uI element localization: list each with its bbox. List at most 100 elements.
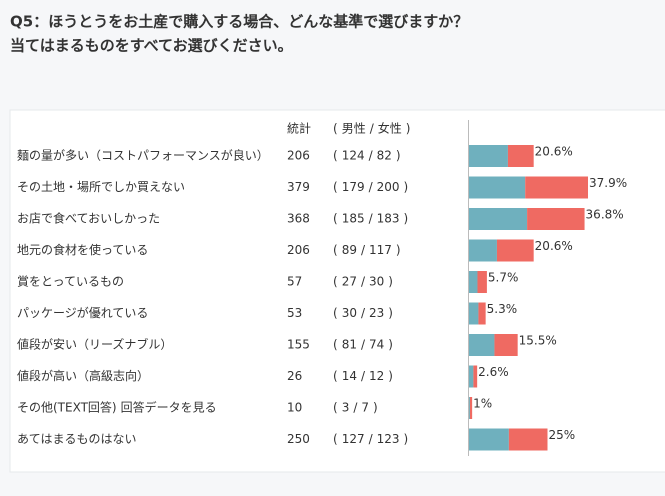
- total: 53: [287, 306, 302, 320]
- percent-label: 5.3%: [487, 302, 517, 316]
- count-text: (: [333, 401, 338, 415]
- bar-segment: [469, 334, 495, 356]
- percent-label: 1%: [473, 397, 492, 411]
- count-text: 117: [369, 243, 392, 257]
- header-total: 統計: [287, 121, 311, 136]
- count-text: ): [388, 306, 393, 320]
- percent-label: 20.6%: [535, 239, 573, 253]
- count-text: (: [333, 369, 338, 383]
- bar-segment: [473, 365, 478, 388]
- total: 10: [287, 401, 302, 415]
- percent-label: 2.6%: [478, 365, 509, 379]
- total: 250: [287, 432, 310, 446]
- category-label: パッケージが優れている: [17, 305, 148, 320]
- bar-segment: [469, 208, 528, 230]
- count-text: (: [333, 212, 338, 226]
- count-text: 81: [342, 338, 357, 352]
- total: 379: [287, 180, 310, 194]
- count-text: (: [333, 180, 338, 194]
- bar-segment: [525, 176, 589, 199]
- count-text: 30: [342, 306, 357, 320]
- bar-segment: [469, 428, 509, 451]
- bar-segment: [469, 302, 479, 325]
- total: 206: [287, 243, 310, 257]
- category-label: 値段が高い（高級志向）: [17, 368, 149, 383]
- title-line: 当てはまるものをすべてお選びください。: [10, 37, 293, 55]
- card: [9, 109, 665, 473]
- count-text: ): [404, 432, 409, 446]
- count-text: (: [333, 432, 338, 446]
- count-text: ): [388, 369, 393, 383]
- title-line: Q5：ほうとうをお土産で購入する場合、どんな基準で選びますか？: [10, 13, 468, 31]
- count-text: 23: [369, 306, 384, 320]
- category-label: 麺の量が多い（コストパフォーマンスが良い）: [17, 148, 269, 163]
- percent-label: 5.7%: [488, 271, 519, 285]
- count-text: ): [396, 243, 401, 257]
- count-text: 7: [361, 401, 369, 415]
- bar-segment: [496, 239, 534, 262]
- bar-segment: [494, 334, 518, 356]
- count-text: ): [373, 401, 378, 415]
- bar-segment: [469, 397, 470, 419]
- count-text: 89: [342, 243, 357, 257]
- bar-segment: [469, 397, 473, 419]
- count-text: (: [333, 306, 338, 320]
- category-label: その他(TEXT回答): [17, 400, 117, 415]
- count-text: 124: [342, 149, 365, 163]
- count-text: /: [361, 369, 366, 383]
- count-text: /: [361, 275, 366, 289]
- count-text: 123: [377, 432, 400, 446]
- bar-segment: [469, 176, 526, 199]
- count-text: ): [404, 180, 409, 194]
- count-text: ): [388, 275, 393, 289]
- bar-segment: [469, 365, 474, 388]
- count-text: ): [388, 338, 393, 352]
- bar-segment: [469, 145, 508, 167]
- count-text: /: [370, 122, 375, 136]
- total: 155: [287, 338, 310, 352]
- category-label: 賞をとっているもの: [17, 275, 124, 289]
- bar-segment: [477, 271, 487, 293]
- count-text: 179: [342, 180, 365, 194]
- percent-label: 15.5%: [519, 334, 557, 348]
- category-label: お店で食べておいしかった: [17, 211, 160, 226]
- percent-label: 25%: [549, 428, 576, 442]
- count-text: (: [333, 122, 338, 136]
- count-text: 30: [369, 275, 384, 289]
- count-text: 14: [342, 369, 357, 383]
- total: 57: [287, 275, 302, 289]
- percent-label: 36.8%: [586, 208, 624, 222]
- count-text: /: [369, 212, 374, 226]
- count-text: 27: [342, 275, 357, 289]
- count-text: ): [404, 212, 409, 226]
- percent-label: 37.9%: [589, 176, 627, 190]
- bar-segment: [507, 145, 534, 167]
- total: 206: [287, 149, 310, 163]
- count-text: /: [369, 180, 374, 194]
- count-text: ): [396, 149, 401, 163]
- category-label: 地元の食材を使っている: [17, 242, 148, 257]
- bar-segment: [478, 302, 486, 325]
- count-text: 男性: [342, 122, 366, 136]
- count-text: 200: [377, 180, 400, 194]
- count-text: 3: [342, 401, 350, 415]
- count-text: 12: [369, 369, 384, 383]
- count-text: /: [361, 338, 366, 352]
- category-label: 値段が安い（リーズナブル）: [17, 337, 172, 352]
- count-text: 74: [369, 338, 384, 352]
- count-text: (: [333, 243, 338, 257]
- bar-segment: [469, 271, 478, 293]
- total: 368: [287, 212, 310, 226]
- count-text: /: [369, 432, 374, 446]
- count-text: /: [353, 401, 358, 415]
- link[interactable]: 回答データを見る: [121, 400, 217, 415]
- total: 26: [287, 369, 302, 383]
- count-text: 185: [342, 212, 365, 226]
- bar-segment: [508, 428, 548, 451]
- count-text: (: [333, 149, 338, 163]
- count-text: (: [333, 338, 338, 352]
- count-text: ): [406, 122, 411, 136]
- percent-label: 20.6%: [535, 145, 573, 159]
- count-text: (: [333, 275, 338, 289]
